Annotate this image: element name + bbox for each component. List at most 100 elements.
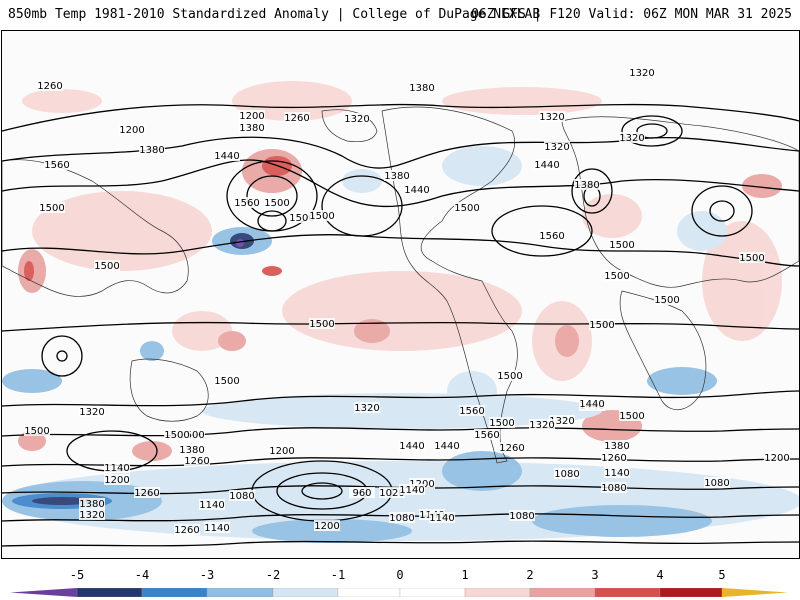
header: 850mb Temp 1981-2010 Standardized Anomal… xyxy=(0,0,800,30)
contour-label-bg xyxy=(434,440,460,451)
contour-label: 1500 xyxy=(739,253,764,264)
colorbar-segment xyxy=(337,588,401,597)
contour-label: 1320 xyxy=(79,407,104,418)
coastline xyxy=(2,159,189,297)
contour-label: 1500 xyxy=(24,426,49,437)
anomaly-colorbar xyxy=(10,588,788,597)
colorbar-segment xyxy=(529,588,596,597)
anomaly-map: 1260 1380 1200 1200 1380 1260 1320 1320 1380 1320… xyxy=(1,30,800,559)
contour-label-bg xyxy=(539,111,565,122)
contour-line xyxy=(2,427,799,437)
contour-label-bg xyxy=(269,445,295,456)
colorbar-segment xyxy=(141,588,208,597)
colorbar-tick-label: 3 xyxy=(591,568,599,582)
colorbar-segment xyxy=(399,588,466,597)
anomaly-cold-area xyxy=(140,341,164,361)
contour-label: 1320 xyxy=(544,142,569,153)
contour-label-bg xyxy=(604,467,630,478)
colorbar-segment xyxy=(659,588,723,597)
contour-label: 1380 xyxy=(604,441,629,452)
contour-label: 1320 xyxy=(79,510,104,521)
contour-label: 1200 xyxy=(269,446,294,457)
coastline xyxy=(381,106,518,464)
colorbar-tick-label: -1 xyxy=(330,568,346,582)
contour-closed xyxy=(691,185,753,237)
contour-label: 1500 xyxy=(589,320,614,331)
contour-label: 1440 xyxy=(404,185,429,196)
contour-label: 1380 xyxy=(409,83,434,94)
contour-label: 1140 xyxy=(204,523,229,534)
contour-line xyxy=(2,159,799,208)
contour-label: 1500 xyxy=(489,418,514,429)
contour-label: 1260 xyxy=(37,81,62,92)
colorbar-tick-label: -5 xyxy=(69,568,85,582)
contour-label: 1500 xyxy=(454,203,479,214)
coastline xyxy=(321,109,378,143)
contour-label: 1500 xyxy=(214,376,239,387)
colorbar-cap-low xyxy=(10,588,77,597)
anomaly-shading xyxy=(2,81,799,543)
contour-label-bg xyxy=(37,80,63,91)
colorbar-segment xyxy=(272,588,339,597)
contour-closed xyxy=(257,210,287,232)
contour-label: 1200 xyxy=(239,111,264,122)
contour-line xyxy=(2,321,799,332)
contour-label-bg xyxy=(79,406,105,417)
contour-label-bg xyxy=(489,417,515,428)
contour-label: 1140 xyxy=(104,463,129,474)
contour-label-bg xyxy=(234,197,260,208)
contour-label-bg xyxy=(454,202,480,213)
contour-line xyxy=(2,136,799,169)
colorbar-tick-label: 5 xyxy=(718,568,726,582)
contour-label: 1320 xyxy=(344,114,369,125)
colorbar-tick-label: 0 xyxy=(396,568,404,582)
contour-label: 1560 xyxy=(234,198,259,209)
anomaly-warm-area xyxy=(262,266,282,276)
contour-label: 1200 xyxy=(764,453,789,464)
contour-label-bg xyxy=(604,440,630,451)
contour-closed xyxy=(491,205,593,257)
contour-closed xyxy=(571,168,613,214)
contour-closed xyxy=(709,200,735,222)
contour-label: 1320 xyxy=(619,133,644,144)
contour-label-bg xyxy=(39,202,65,213)
contour-label: 1440 xyxy=(434,441,459,452)
contour-label-bg xyxy=(409,478,435,489)
contour-label-bg xyxy=(429,512,455,523)
contour-label: 1500 xyxy=(309,211,334,222)
anomaly-warm-area xyxy=(742,174,782,198)
contour-label: 1080 xyxy=(554,469,579,480)
contour-label: 1380 xyxy=(79,499,104,510)
contour-label: 1140 xyxy=(399,485,424,496)
anomaly-warm-area xyxy=(24,261,34,281)
contour-label-bg xyxy=(609,239,635,250)
contour-label: 1260 xyxy=(499,443,524,454)
anomaly-cold-area xyxy=(677,211,727,251)
contour-label: 1560 xyxy=(44,160,69,171)
contour-label-bg xyxy=(399,440,425,451)
contour-label: 1260 xyxy=(184,456,209,467)
contour-closed xyxy=(56,350,68,362)
contour-label-bg xyxy=(104,462,130,473)
anomaly-warm-area xyxy=(32,191,212,271)
contour-label: 1440 xyxy=(214,151,239,162)
contour-label-bg xyxy=(289,212,315,223)
contour-label: 1500 xyxy=(609,240,634,251)
run-valid-time: 06Z GFS | F120 Valid: 06Z MON MAR 31 202… xyxy=(471,7,792,22)
contour-label-bg xyxy=(704,477,730,488)
colorbar-tick-label: 2 xyxy=(526,568,534,582)
contour-label-bg xyxy=(199,499,225,510)
colorbar-segment xyxy=(76,588,143,597)
coastline xyxy=(619,290,707,411)
contour-closed xyxy=(636,123,668,139)
contour-label-bg xyxy=(409,82,435,93)
contour-label-bg xyxy=(309,210,335,221)
contour-label: 1500 xyxy=(654,295,679,306)
contour-label: 1560 xyxy=(474,430,499,441)
contour-label: 1500 xyxy=(619,411,644,422)
contour-label-bg xyxy=(589,319,615,330)
contour-label-bg xyxy=(94,260,120,271)
coastline xyxy=(129,358,209,422)
contour-label: 960 xyxy=(352,488,371,499)
contour-label: 1140 xyxy=(199,500,224,511)
